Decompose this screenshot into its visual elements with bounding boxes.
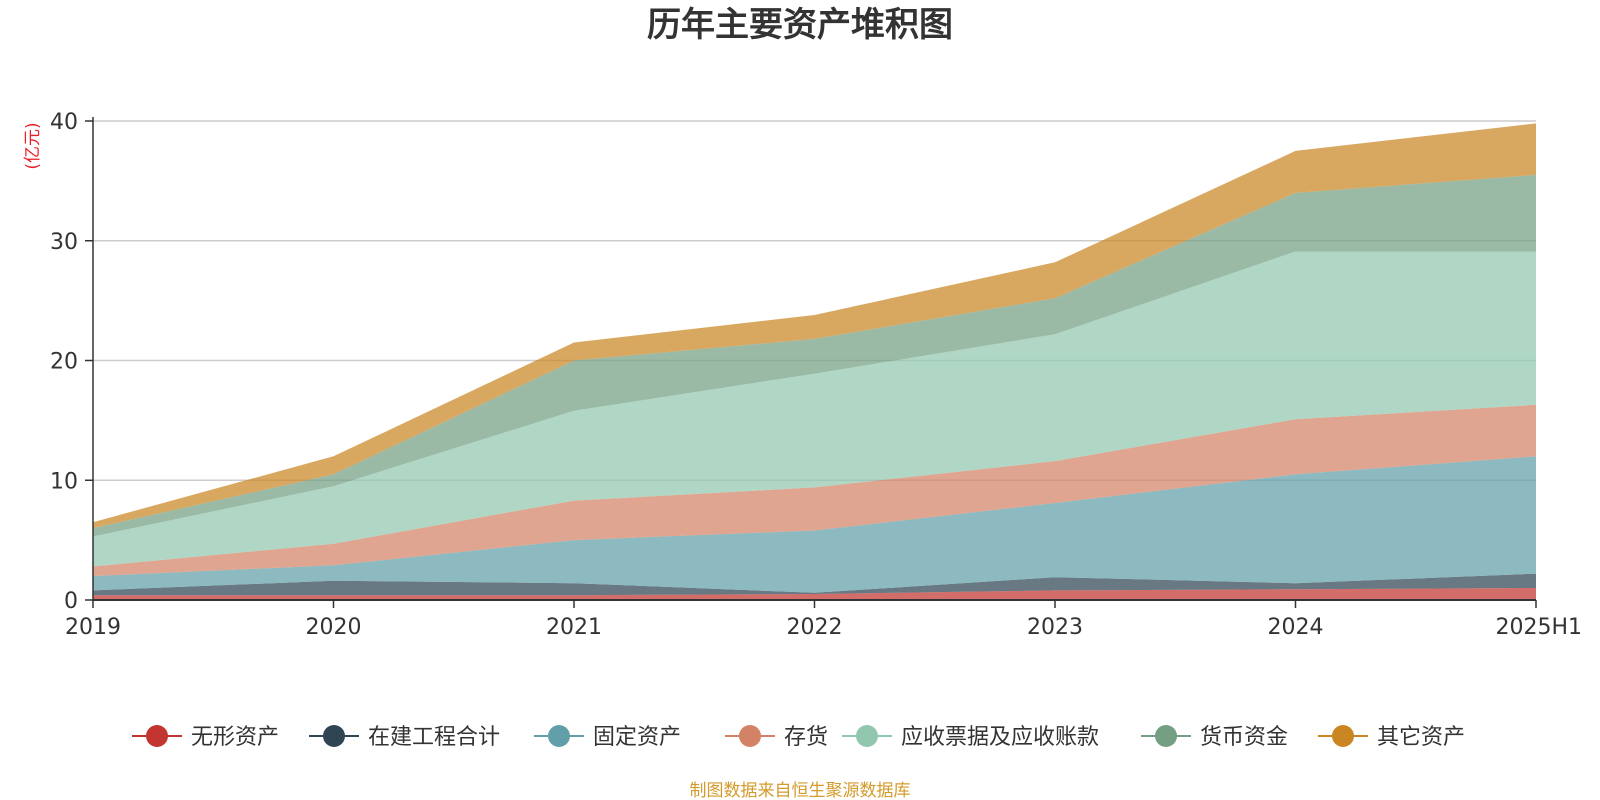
legend-label: 在建工程合计 — [368, 725, 500, 750]
legend-label: 无形资产 — [191, 725, 279, 750]
x-tick-label: 2021 — [546, 615, 602, 640]
y-axis-label: (亿元) — [23, 122, 43, 169]
legend-label: 固定资产 — [593, 725, 681, 750]
data-source-note: 制图数据来自恒生聚源数据库 — [690, 781, 911, 800]
legend-label: 存货 — [784, 725, 828, 750]
area-series-group — [93, 123, 1536, 600]
legend-label: 其它资产 — [1377, 725, 1465, 750]
axes: 0 10 20 30 40 2019 2020 2021 2022 2023 2024 2025H1 — [50, 110, 1582, 640]
series-area — [93, 404, 1536, 576]
y-tick-label: 40 — [50, 110, 78, 135]
series-area — [93, 251, 1536, 567]
legend: 无形资产 在建工程合计 固定资产 存货 应收票据及应收账款 货币资金 其它资产 — [132, 725, 1465, 750]
legend-marker — [856, 725, 878, 747]
series-area — [93, 456, 1536, 593]
x-tick-label: 2020 — [306, 615, 362, 640]
series-area — [93, 123, 1536, 529]
legend-label: 货币资金 — [1200, 725, 1288, 750]
y-tick-label: 30 — [50, 230, 78, 255]
x-tick-label: 2025H1 — [1495, 615, 1582, 640]
legend-marker — [323, 725, 345, 747]
x-tick-label: 2023 — [1027, 615, 1083, 640]
x-tick-label: 2022 — [787, 615, 843, 640]
y-tick-label: 10 — [50, 469, 78, 494]
y-tick-label: 20 — [50, 350, 78, 375]
legend-marker — [548, 725, 570, 747]
legend-marker — [739, 725, 761, 747]
series-area — [93, 573, 1536, 596]
x-tick-label: 2019 — [65, 615, 121, 640]
legend-marker — [146, 725, 168, 747]
x-tick-label: 2024 — [1268, 615, 1324, 640]
legend-marker — [1332, 725, 1354, 747]
legend-marker — [1155, 725, 1177, 747]
chart-title: 历年主要资产堆积图 — [647, 5, 953, 45]
legend-label: 应收票据及应收账款 — [901, 725, 1099, 750]
series-area — [93, 174, 1536, 537]
y-tick-label: 0 — [64, 589, 78, 614]
